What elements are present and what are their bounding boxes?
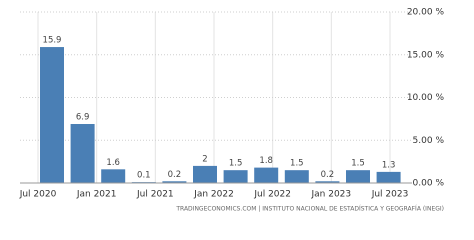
bar xyxy=(376,171,401,183)
bar xyxy=(346,170,370,183)
x-tick-label: Jul 2023 xyxy=(371,190,409,200)
value-label: 1.5 xyxy=(351,159,365,169)
value-label: 1.6 xyxy=(106,158,120,168)
bar xyxy=(70,124,95,183)
bar xyxy=(223,170,248,183)
value-label: 2 xyxy=(202,154,207,164)
y-tick-label: 5.00 % xyxy=(413,136,445,146)
bar xyxy=(40,47,64,184)
bar xyxy=(254,167,279,183)
value-label: 0.2 xyxy=(321,170,335,180)
value-label: 1.5 xyxy=(229,159,243,169)
bar xyxy=(284,170,309,183)
value-label: 6.9 xyxy=(76,113,90,123)
bar xyxy=(101,169,126,183)
value-label: 15.9 xyxy=(43,36,62,46)
x-tick-label: Jul 2021 xyxy=(136,190,174,200)
y-tick-label: 20.00 % xyxy=(407,8,445,18)
y-tick-label: 10.00 % xyxy=(407,93,445,103)
x-tick-label: Jul 2020 xyxy=(19,190,57,200)
value-label: 1.8 xyxy=(259,156,273,166)
y-tick-label: 0.00 % xyxy=(413,179,445,189)
x-tick-label: Jul 2022 xyxy=(253,190,291,200)
x-tick-label: Jan 2023 xyxy=(311,190,352,200)
x-tick-label: Jan 2022 xyxy=(193,190,234,200)
source: TRADINGECONOMICS.COM | INSTITUTO NACIONA… xyxy=(175,206,444,213)
value-label: 0.2 xyxy=(168,170,182,180)
chart: TRADINGECONOMICS.COM | INSTITUTO NACIONA… xyxy=(19,8,445,213)
page: {"chart_data": {"type": "bar", "x_labels… xyxy=(18,7,445,213)
value-label: 1.3 xyxy=(382,160,396,170)
x-tick-label: Jan 2021 xyxy=(76,190,117,200)
value-label: 1.5 xyxy=(290,159,304,169)
y-tick-label: 15.00 % xyxy=(407,50,445,60)
bar xyxy=(315,181,340,183)
value-label: 0.1 xyxy=(137,171,151,181)
bar xyxy=(162,181,187,183)
bar xyxy=(193,165,217,183)
